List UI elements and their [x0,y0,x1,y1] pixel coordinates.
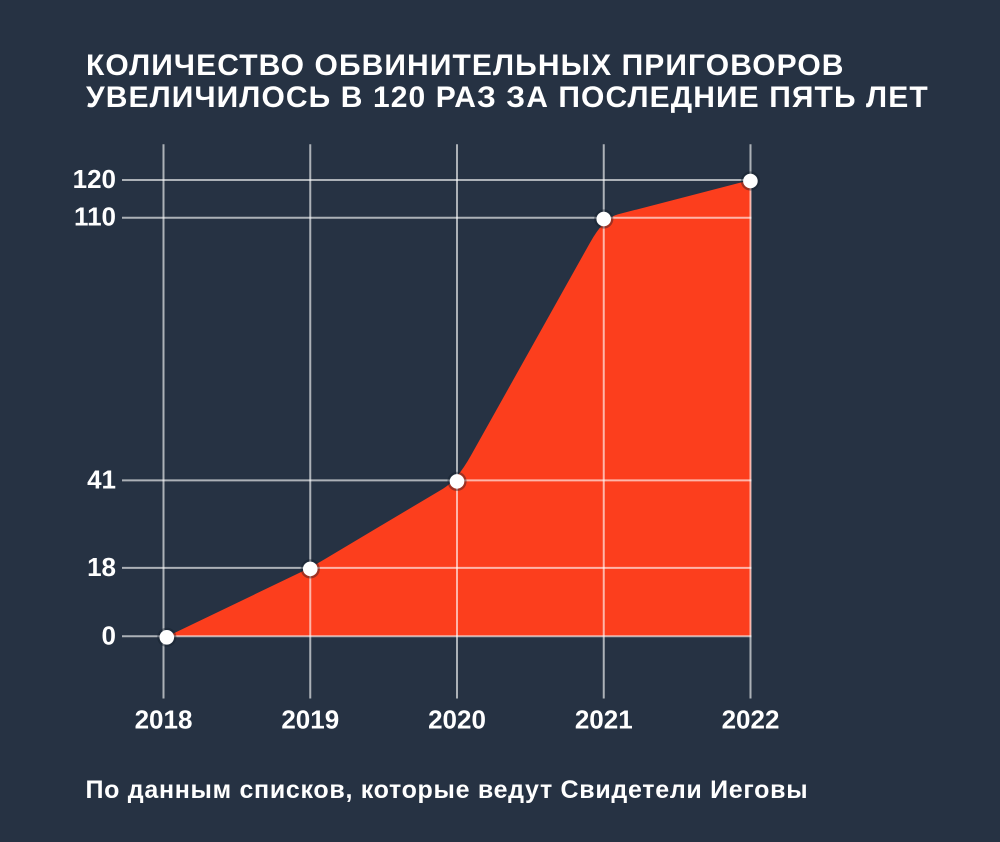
svg-text:120: 120 [73,164,116,194]
svg-text:2021: 2021 [575,705,633,735]
svg-text:0: 0 [102,620,116,650]
svg-text:41: 41 [87,464,116,494]
svg-text:2018: 2018 [135,705,193,735]
svg-text:2022: 2022 [722,705,780,735]
svg-text:2019: 2019 [281,705,339,735]
svg-text:2020: 2020 [428,705,486,735]
svg-text:18: 18 [87,552,116,582]
svg-text:110: 110 [74,202,116,232]
